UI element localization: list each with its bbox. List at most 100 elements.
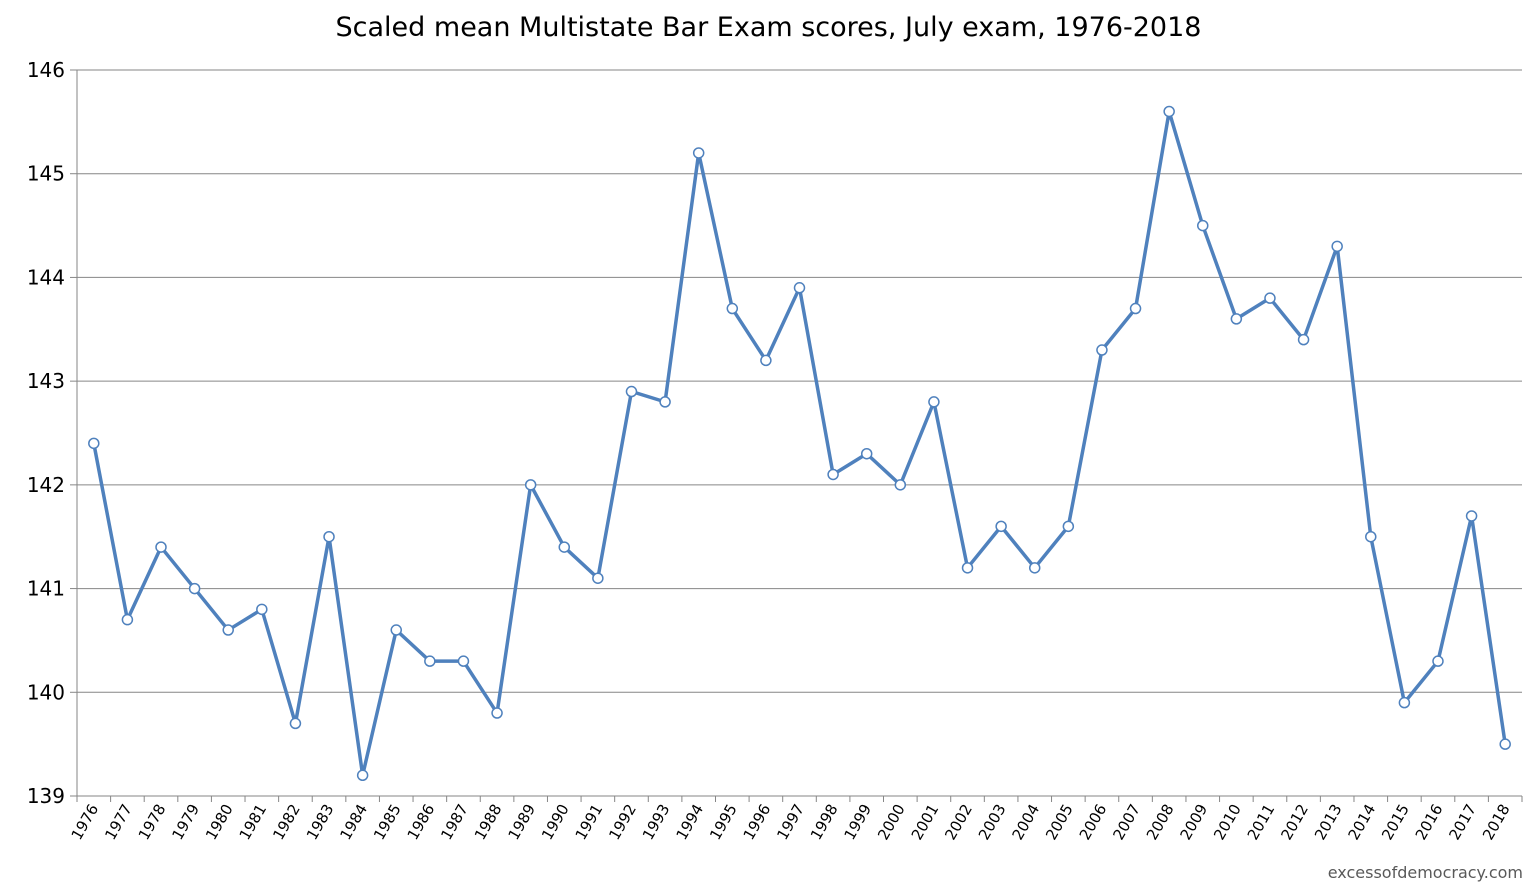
data-point bbox=[692, 147, 705, 159]
x-tick-label: 1996 bbox=[740, 801, 775, 843]
series-line bbox=[92, 109, 1507, 778]
data-point bbox=[558, 541, 571, 553]
x-tick-label: 1999 bbox=[840, 801, 875, 843]
data-point bbox=[1398, 696, 1411, 709]
data-point bbox=[1028, 562, 1041, 574]
x-tick-label: 2005 bbox=[1042, 801, 1077, 843]
x-tick-label: 1980 bbox=[202, 801, 237, 843]
x-axis-ticks: 1976197719781979198019811982198319841985… bbox=[68, 796, 1523, 843]
x-tick-label: 2011 bbox=[1244, 801, 1279, 843]
data-point bbox=[625, 385, 638, 398]
data-point bbox=[1365, 530, 1377, 543]
x-tick-label: 1982 bbox=[269, 801, 304, 843]
x-tick-label: 1991 bbox=[572, 801, 607, 843]
data-point bbox=[256, 603, 268, 616]
data-point bbox=[188, 582, 201, 595]
data-point bbox=[1432, 655, 1444, 667]
data-point bbox=[928, 396, 940, 408]
x-tick-label: 2017 bbox=[1445, 801, 1480, 843]
y-tick-label: 139 bbox=[27, 784, 65, 808]
data-point bbox=[659, 396, 671, 408]
data-point bbox=[793, 282, 806, 294]
x-tick-label: 1976 bbox=[68, 801, 103, 843]
x-tick-label: 1983 bbox=[303, 801, 338, 843]
x-tick-label: 2008 bbox=[1143, 801, 1178, 843]
x-tick-label: 1987 bbox=[437, 801, 472, 843]
x-tick-label: 1981 bbox=[236, 801, 271, 843]
data-point bbox=[1264, 292, 1276, 304]
y-tick-label: 140 bbox=[27, 680, 65, 704]
data-point bbox=[592, 572, 604, 584]
data-point bbox=[961, 562, 974, 574]
data-point bbox=[1197, 219, 1209, 232]
data-point bbox=[1297, 333, 1310, 346]
data-point bbox=[1499, 738, 1511, 750]
x-tick-label: 2013 bbox=[1311, 801, 1346, 843]
x-tick-label: 2018 bbox=[1479, 801, 1514, 843]
x-tick-label: 2015 bbox=[1378, 801, 1413, 843]
data-point bbox=[995, 520, 1007, 533]
x-tick-label: 2003 bbox=[975, 801, 1010, 843]
y-tick-label: 141 bbox=[27, 577, 65, 601]
watermark: excessofdemocracy.com bbox=[1327, 863, 1523, 882]
y-tick-label: 145 bbox=[27, 162, 65, 186]
data-point bbox=[121, 613, 134, 626]
data-point bbox=[289, 717, 302, 730]
x-tick-label: 1978 bbox=[135, 801, 170, 843]
data-point bbox=[1465, 510, 1478, 522]
x-tick-label: 1998 bbox=[807, 801, 842, 843]
y-tick-label: 142 bbox=[27, 473, 65, 497]
data-point bbox=[323, 530, 335, 543]
data-point bbox=[222, 624, 234, 636]
data-point bbox=[1163, 105, 1175, 118]
x-tick-label: 2014 bbox=[1345, 801, 1380, 843]
x-tick-label: 1990 bbox=[538, 801, 573, 843]
data-point bbox=[356, 769, 369, 782]
data-point bbox=[88, 437, 100, 450]
x-tick-label: 1979 bbox=[168, 801, 203, 843]
x-tick-label: 2001 bbox=[908, 801, 943, 843]
x-tick-label: 1997 bbox=[773, 801, 808, 843]
x-tick-label: 2002 bbox=[941, 801, 976, 843]
x-tick-label: 1988 bbox=[471, 801, 506, 843]
y-axis-ticks: 139 140 141 142 143 144 145 146 bbox=[27, 58, 77, 808]
x-tick-label: 1986 bbox=[404, 801, 439, 843]
x-tick-label: 1994 bbox=[672, 801, 707, 843]
x-tick-label: 2016 bbox=[1412, 801, 1447, 843]
data-point bbox=[860, 447, 873, 460]
data-point bbox=[894, 479, 907, 491]
y-tick-label: 144 bbox=[27, 265, 65, 289]
x-tick-label: 2012 bbox=[1277, 801, 1312, 843]
data-point bbox=[424, 655, 436, 667]
x-tick-label: 2004 bbox=[1009, 801, 1044, 843]
x-tick-label: 2010 bbox=[1210, 801, 1245, 843]
data-point bbox=[726, 302, 739, 315]
data-point bbox=[760, 354, 772, 367]
data-point bbox=[155, 541, 167, 553]
axes bbox=[76, 70, 1522, 797]
x-tick-label: 2007 bbox=[1109, 801, 1144, 843]
x-tick-label: 1995 bbox=[706, 801, 741, 843]
x-tick-label: 1985 bbox=[370, 801, 405, 843]
data-point bbox=[524, 479, 537, 491]
gridlines bbox=[77, 69, 1522, 693]
data-point bbox=[457, 655, 470, 667]
data-point bbox=[1129, 302, 1142, 315]
data-point bbox=[827, 468, 839, 481]
series-group bbox=[88, 105, 1511, 782]
chart-title: Scaled mean Multistate Bar Exam scores, … bbox=[335, 12, 1202, 43]
data-point bbox=[390, 624, 402, 636]
x-tick-label: 1989 bbox=[504, 801, 539, 843]
data-point bbox=[1062, 520, 1075, 533]
y-tick-label: 146 bbox=[27, 58, 65, 82]
x-tick-label: 1977 bbox=[101, 801, 136, 843]
x-tick-label: 2000 bbox=[874, 801, 909, 843]
x-tick-label: 1992 bbox=[605, 801, 640, 843]
x-tick-label: 1984 bbox=[336, 801, 371, 843]
x-tick-label: 1993 bbox=[639, 801, 674, 843]
data-point bbox=[1230, 313, 1243, 325]
data-point bbox=[1331, 240, 1343, 253]
x-tick-label: 2006 bbox=[1076, 801, 1111, 843]
x-tick-label: 2009 bbox=[1177, 801, 1212, 843]
